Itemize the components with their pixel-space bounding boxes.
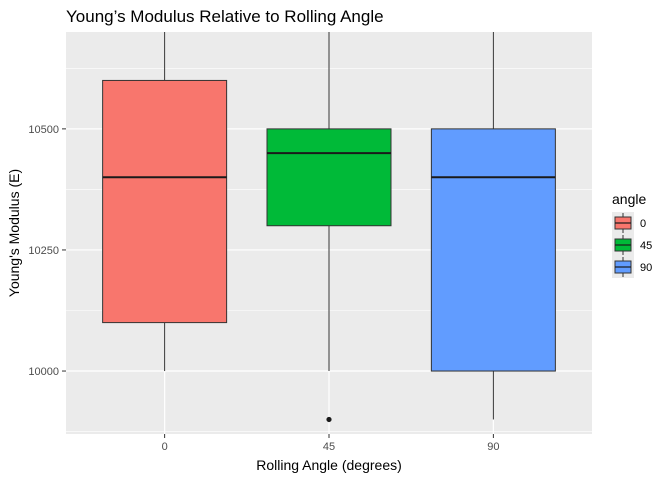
box-rect [266, 128, 392, 227]
x-axis-ticks: 0 45 90 [162, 434, 500, 453]
box-rect [430, 128, 556, 372]
box-series [102, 32, 556, 423]
y-tick-label: 10500 [28, 124, 59, 136]
legend-label: 90 [640, 262, 652, 274]
legend-label: 45 [640, 240, 652, 252]
y-axis-title: Young's Modulus (E) [6, 169, 22, 297]
x-tick-label: 0 [162, 441, 168, 453]
chart-title: Young’s Modulus Relative to Rolling Angl… [66, 7, 384, 26]
legend-item-0: 0 [612, 212, 646, 234]
box-90 [430, 32, 556, 420]
legend-label: 0 [640, 218, 646, 230]
outlier-point [326, 416, 332, 423]
box-rect [102, 79, 228, 324]
legend: angle 0 45 90 [612, 191, 652, 278]
legend-item-90: 90 [612, 256, 652, 278]
x-tick-label: 90 [487, 441, 499, 453]
legend-item-45: 45 [612, 234, 652, 256]
legend-title: angle [612, 191, 646, 207]
x-tick-label: 45 [323, 441, 335, 453]
x-axis-title: Rolling Angle (degrees) [256, 457, 402, 473]
y-tick-label: 10000 [28, 366, 59, 378]
box-0 [102, 32, 228, 372]
y-axis-ticks: 10000 10250 10500 [28, 124, 66, 378]
box-45 [266, 32, 392, 423]
y-tick-label: 10250 [28, 245, 59, 257]
